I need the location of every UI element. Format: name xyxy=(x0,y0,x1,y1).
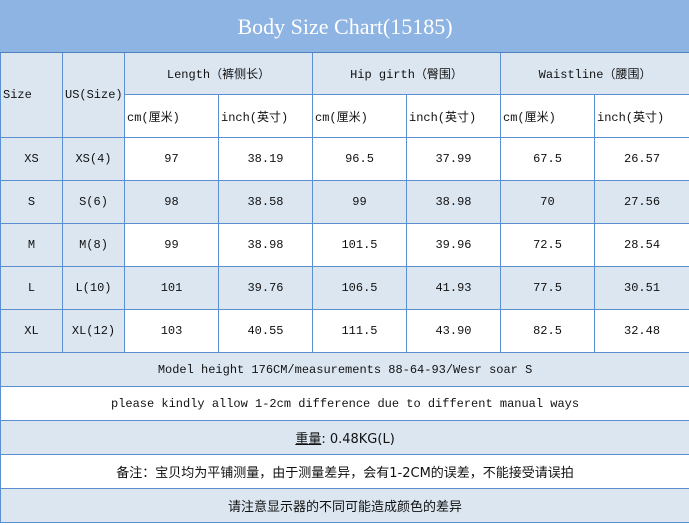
value-cell: 77.5 xyxy=(500,266,595,310)
us-size-cell: XL(12) xyxy=(62,309,125,353)
value-cell: 101.5 xyxy=(312,223,407,267)
size-cell: S xyxy=(0,180,63,224)
value-cell: 38.58 xyxy=(218,180,313,224)
size-cell: M xyxy=(0,223,63,267)
value-cell: 111.5 xyxy=(312,309,407,353)
unit-inch: inch(英寸) xyxy=(218,94,313,138)
header-length: Length（裤侧长） xyxy=(124,52,313,95)
weight-note: 重量: 0.48KG(L) xyxy=(0,420,689,455)
value-cell: 99 xyxy=(124,223,219,267)
value-cell: 26.57 xyxy=(593,137,689,181)
value-cell: 43.90 xyxy=(406,309,501,353)
unit-cm: cm(厘米) xyxy=(312,94,407,138)
value-cell: 82.5 xyxy=(500,309,595,353)
unit-cm: cm(厘米) xyxy=(124,94,219,138)
value-cell: 98 xyxy=(124,180,219,224)
value-cell: 37.99 xyxy=(406,137,501,181)
table-row: S S(6) 98 38.58 99 38.98 70 27.56 xyxy=(0,180,689,224)
value-cell: 106.5 xyxy=(312,266,407,310)
value-cell: 96.5 xyxy=(312,137,407,181)
value-cell: 27.56 xyxy=(593,180,689,224)
weight-label: 重量 xyxy=(295,432,322,447)
value-cell: 99 xyxy=(312,180,407,224)
value-cell: 39.76 xyxy=(218,266,313,310)
unit-inch: inch(英寸) xyxy=(406,94,501,138)
header-us-size: US(Size) xyxy=(62,52,125,138)
table-row: XS XS(4) 97 38.19 96.5 37.99 67.5 26.57 xyxy=(0,137,689,181)
header-waistline: Waistline（腰围） xyxy=(499,52,689,95)
size-cell: XL xyxy=(0,309,63,353)
value-cell: 38.98 xyxy=(406,180,501,224)
us-size-cell: XS(4) xyxy=(62,137,125,181)
value-cell: 39.96 xyxy=(406,223,501,267)
value-cell: 32.48 xyxy=(593,309,689,353)
size-cell: XS xyxy=(0,137,63,181)
value-cell: 97 xyxy=(124,137,219,181)
table-row: L L(10) 101 39.76 106.5 41.93 77.5 30.51 xyxy=(0,266,689,310)
us-size-cell: L(10) xyxy=(62,266,125,310)
value-cell: 70 xyxy=(500,180,595,224)
value-cell: 103 xyxy=(124,309,219,353)
value-cell: 41.93 xyxy=(406,266,501,310)
header-hip-girth: Hip girth（臀围） xyxy=(312,52,501,95)
us-size-cell: S(6) xyxy=(62,180,125,224)
size-cell: L xyxy=(0,266,63,310)
value-cell: 67.5 xyxy=(500,137,595,181)
value-cell: 30.51 xyxy=(593,266,689,310)
us-size-cell: M(8) xyxy=(62,223,125,267)
chart-title: Body Size Chart(15185) xyxy=(0,0,689,53)
value-cell: 101 xyxy=(124,266,219,310)
difference-note: please kindly allow 1-2cm difference due… xyxy=(0,386,689,421)
header-size: Size xyxy=(0,52,63,138)
table-row: M M(8) 99 38.98 101.5 39.96 72.5 28.54 xyxy=(0,223,689,267)
value-cell: 38.19 xyxy=(218,137,313,181)
weight-value: : 0.48KG(L) xyxy=(321,432,395,447)
value-cell: 40.55 xyxy=(218,309,313,353)
remark-note: 备注：宝贝均为平铺测量，由于测量差异，会有1-2CM的误差，不能接受请误拍 xyxy=(0,454,689,489)
color-note: 请注意显示器的不同可能造成颜色的差异 xyxy=(0,488,689,523)
value-cell: 38.98 xyxy=(218,223,313,267)
table-row: XL XL(12) 103 40.55 111.5 43.90 82.5 32.48 xyxy=(0,309,689,353)
value-cell: 28.54 xyxy=(593,223,689,267)
value-cell: 72.5 xyxy=(500,223,595,267)
unit-inch: inch(英寸) xyxy=(593,94,689,138)
model-note: Model height 176CM/measurements 88-64-93… xyxy=(0,352,689,387)
unit-cm: cm(厘米) xyxy=(500,94,595,138)
